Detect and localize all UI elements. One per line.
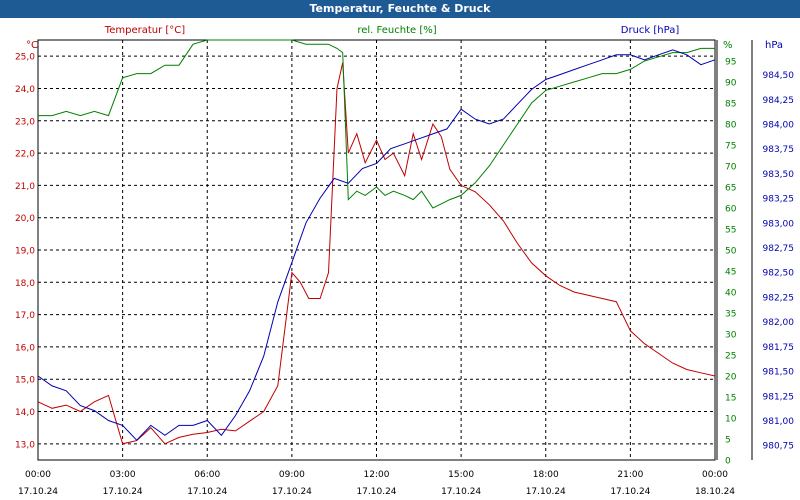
x-tick-time: 00:00	[25, 470, 51, 480]
humidity-tick-label: 90	[725, 79, 737, 89]
chart: 00:00 17.10.24 03:00 17.10.24 06:00 17.10.24 0…	[15, 25, 794, 497]
humidity-tick-label: 65	[725, 184, 736, 194]
pressure-tick-label: 984,50	[763, 71, 795, 81]
humidity-tick-label: 45	[725, 268, 736, 278]
temperature-tick-label: 23,0	[15, 117, 35, 127]
temperature-tick-label: 19,0	[15, 247, 35, 257]
x-tick-time: 03:00	[110, 470, 136, 480]
unit-humidity: %	[723, 40, 733, 51]
humidity-tick-label: 60	[725, 205, 737, 215]
humidity-tick-label: 15	[725, 394, 736, 404]
unit-pressure: hPa	[765, 40, 783, 51]
humidity-tick-label: 70	[725, 163, 737, 173]
temperature-tick-label: 21,0	[15, 182, 35, 192]
pressure-tick-label: 983,75	[763, 145, 795, 155]
temperature-tick-label: 15,0	[15, 376, 35, 386]
humidity-tick-label: 0	[725, 457, 731, 467]
legend-pressure: Druck [hPa]	[621, 25, 680, 36]
pressure-tick-label: 982,25	[763, 293, 795, 303]
pressure-tick-label: 981,75	[763, 343, 795, 353]
series-lines	[37, 39, 716, 445]
temperature-tick-label: 18,0	[15, 279, 35, 289]
temperature-tick-label: 20,0	[15, 214, 35, 224]
humidity-tick-label: 35	[725, 310, 736, 320]
pressure-tick-label: 983,25	[763, 195, 795, 205]
grid	[38, 40, 715, 460]
pressure-tick-label: 984,25	[763, 96, 795, 106]
unit-temperature: °C	[26, 40, 38, 51]
x-tick-date: 17.10.24	[526, 487, 566, 497]
temperature-tick-label: 24,0	[15, 85, 35, 95]
legend-temperature: Temperatur [°C]	[104, 25, 185, 36]
x-tick-time: 00:00	[702, 470, 728, 480]
pressure-tick-label: 984,00	[763, 121, 795, 131]
pressure-tick-label: 981,50	[763, 368, 795, 378]
axes	[37, 39, 753, 461]
legend-humidity: rel. Feuchte [%]	[357, 25, 436, 36]
pressure-tick-label: 981,00	[763, 417, 795, 427]
pressure-tick-label: 982,00	[763, 318, 795, 328]
x-tick-date: 17.10.24	[18, 487, 58, 497]
temperature-series-line	[37, 62, 716, 445]
x-tick-time: 06:00	[194, 470, 220, 480]
humidity-tick-label: 75	[725, 142, 736, 152]
x-tick-date: 17.10.24	[103, 487, 143, 497]
humidity-tick-label: 5	[725, 436, 731, 446]
temperature-tick-label: 25,0	[15, 53, 35, 63]
humidity-tick-label: 80	[725, 121, 737, 131]
x-tick-date: 17.10.24	[610, 487, 650, 497]
x-tick-date: 18.10.24	[695, 487, 735, 497]
humidity-tick-label: 10	[725, 415, 737, 425]
pressure-tick-label: 982,75	[763, 244, 795, 254]
temperature-tick-label: 17,0	[15, 311, 35, 321]
humidity-tick-label: 20	[725, 373, 737, 383]
pressure-tick-label: 983,00	[763, 219, 795, 229]
axis-labels: 00:00 17.10.24 03:00 17.10.24 06:00 17.10.24 0…	[15, 53, 794, 497]
x-tick-date: 17.10.24	[356, 487, 396, 497]
x-tick-time: 15:00	[448, 470, 474, 480]
humidity-tick-label: 40	[725, 289, 737, 299]
pressure-tick-label: 983,50	[763, 170, 795, 180]
humidity-series-line	[38, 39, 715, 209]
pressure-series-line	[37, 49, 716, 441]
window-title: Temperatur, Feuchte & Druck	[0, 0, 800, 18]
temperature-tick-label: 13,0	[15, 440, 35, 450]
x-tick-time: 12:00	[364, 470, 390, 480]
pressure-tick-label: 982,50	[763, 269, 795, 279]
pressure-tick-label: 980,75	[763, 442, 795, 452]
temperature-tick-label: 22,0	[15, 150, 35, 160]
plot-frame	[37, 39, 716, 461]
humidity-tick-label: 95	[725, 58, 736, 68]
humidity-tick-label: 30	[725, 331, 737, 341]
humidity-tick-label: 55	[725, 226, 736, 236]
x-tick-time: 09:00	[279, 470, 305, 480]
temperature-tick-label: 14,0	[15, 408, 35, 418]
humidity-tick-label: 85	[725, 100, 736, 110]
x-tick-time: 21:00	[617, 470, 643, 480]
x-tick-time: 18:00	[533, 470, 559, 480]
x-tick-date: 17.10.24	[441, 487, 481, 497]
temperature-tick-label: 16,0	[15, 343, 35, 353]
x-tick-date: 17.10.24	[187, 487, 227, 497]
humidity-tick-label: 50	[725, 247, 737, 257]
humidity-tick-label: 25	[725, 352, 736, 362]
pressure-tick-label: 981,25	[763, 392, 795, 402]
x-tick-date: 17.10.24	[272, 487, 312, 497]
